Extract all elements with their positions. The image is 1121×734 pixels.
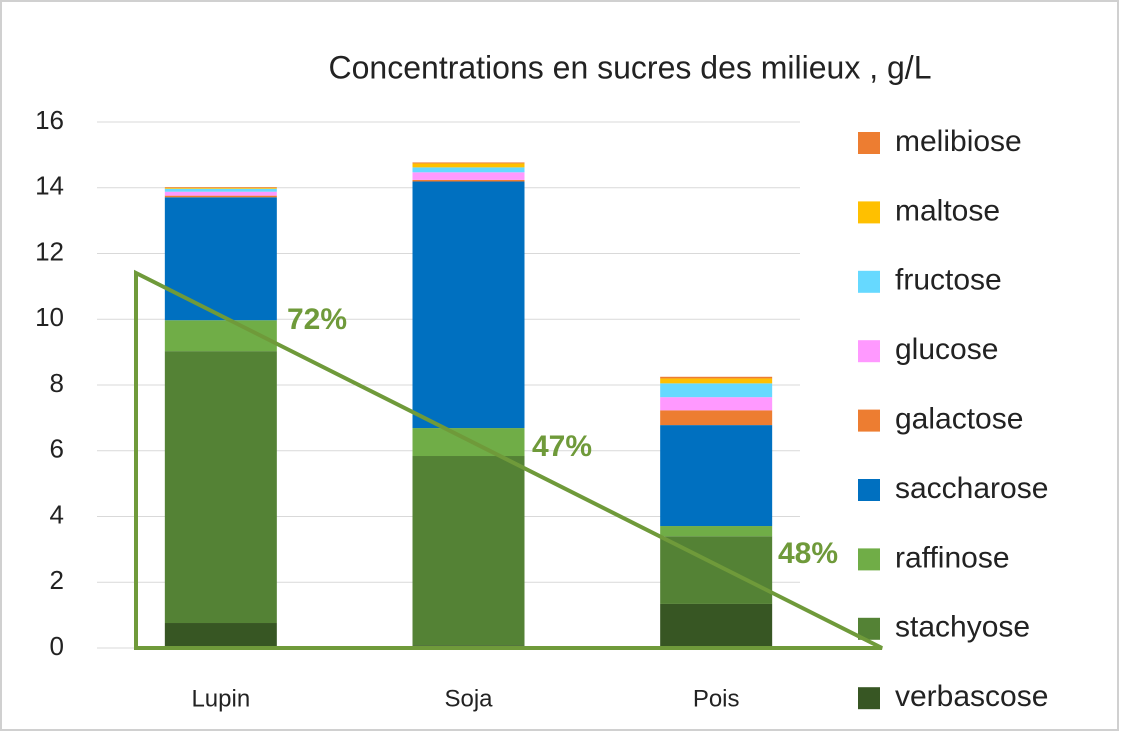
y-tick-label: 14 (35, 171, 64, 201)
y-tick-label: 8 (50, 368, 64, 398)
bar-segment (412, 179, 525, 182)
legend-swatch (858, 270, 880, 293)
bar-segment (660, 376, 773, 379)
bar-segment (412, 181, 525, 429)
legend-label: fructose (895, 264, 1002, 297)
legend-label: stachyose (895, 611, 1030, 644)
legend-label: maltose (895, 194, 1000, 227)
bar-segment (412, 172, 525, 180)
annotation-label: 48% (778, 537, 838, 570)
legend-label: raffinose (895, 541, 1010, 574)
y-tick-label: 2 (50, 565, 64, 595)
y-tick-label: 12 (35, 236, 64, 266)
x-tick-label: Soja (444, 685, 493, 712)
bar-segment (412, 456, 525, 646)
bar-segment (660, 397, 773, 411)
bar-segment (164, 623, 277, 648)
legend-swatch (858, 340, 880, 363)
legend-label: galactose (895, 403, 1023, 436)
legend-label: verbascose (895, 680, 1048, 713)
bar-segment (164, 197, 277, 321)
bar-segment (164, 187, 277, 188)
legend-swatch (858, 479, 880, 501)
bar-segment (660, 425, 773, 527)
bar-segment (164, 187, 277, 189)
legend-label: saccharose (895, 472, 1048, 505)
chart-title: Concentrations en sucres des milieux , g… (329, 49, 932, 85)
legend-label: glucose (895, 333, 998, 366)
annotation-label: 72% (287, 303, 347, 336)
legend-swatch (858, 687, 880, 710)
y-tick-label: 6 (50, 434, 64, 464)
bar-segment (412, 162, 525, 164)
x-tick-label: Lupin (191, 685, 250, 712)
bar-segment (660, 383, 773, 398)
legend-swatch (858, 201, 880, 224)
legend-swatch (858, 132, 880, 154)
bar-segment (164, 351, 277, 624)
y-tick-label: 4 (50, 499, 64, 529)
bar-segment (660, 603, 773, 648)
bar-segment (660, 526, 773, 537)
legend-swatch (858, 548, 880, 571)
bar-segment (164, 191, 277, 196)
bar-segment (412, 163, 525, 168)
x-tick-label: Pois (693, 685, 740, 712)
legend-swatch (858, 409, 880, 432)
legend-label: melibiose (895, 125, 1022, 158)
annotation-label: 47% (532, 430, 592, 463)
bar-segment (660, 378, 773, 384)
annotation-triangle (134, 269, 883, 650)
bar-segment (164, 195, 277, 198)
y-tick-label: 16 (35, 105, 64, 135)
legend-swatch (858, 617, 880, 640)
bar-segment (660, 410, 773, 426)
y-tick-label: 0 (50, 631, 64, 661)
bar-segment (412, 167, 525, 173)
bar-segment (164, 188, 277, 192)
y-tick-label: 10 (35, 302, 64, 332)
